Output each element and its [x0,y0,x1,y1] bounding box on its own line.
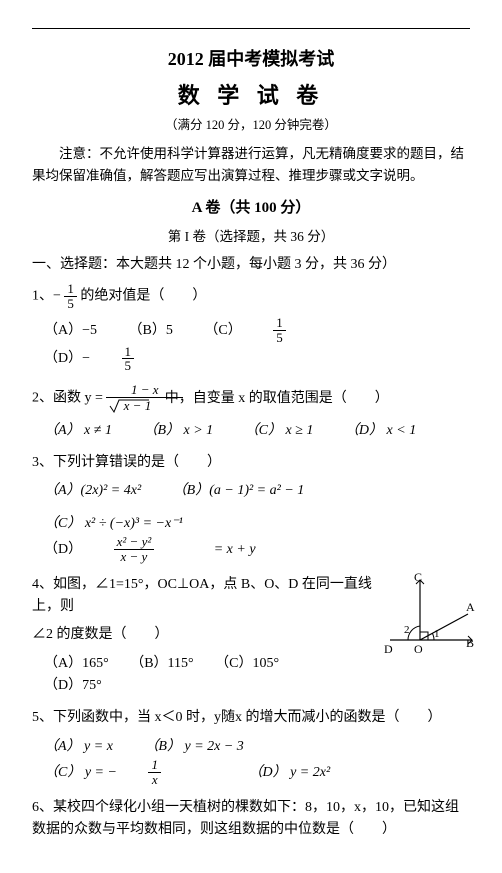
q4-stem-line1: 4、如图，∠1=15°，OC⊥OA，点 B、O、D 在同一直线上，则 [32,574,372,619]
q1-stem-post: 的绝对值是（ ） [80,289,206,304]
q3-opt-a: （A）(2x)² = 4x² [44,480,141,502]
q3-opt-b: （B）(a − 1)² = a² − 1 [173,480,305,502]
q5-opt-d: （D） y = 2x² [248,762,330,784]
q5-opt-c: （C） y = − 1 x [44,758,217,786]
exam-title-line1: 2012 届中考模拟考试 [32,45,470,74]
q3-opt-d: （D） x² − y² x − y = x + y [44,535,284,563]
exam-title-line2: 数 学 试 卷 [32,78,470,113]
q3-options-row1: （A）(2x)² = 4x² （B）(a − 1)² = a² − 1 [44,480,470,502]
q2-opt-d: （D） x < 1 [345,420,416,442]
exam-note: 注意：不允许使用科学计算器进行运算，凡无精确度要求的题目，结果均保留准确值，解答… [32,143,470,186]
part-i-heading: 一、选择题：本大题共 12 个小题，每小题 3 分，共 36 分） [32,254,470,276]
q5-opt-a: （A） y = x [44,736,113,758]
q5-stem: 5、下列函数中，当 x＜0 时，y随x 的增大而减小的函数是（ ） [32,707,470,729]
exam-subtitle: （满分 120 分，120 分钟完卷） [32,115,470,135]
q1-opt-d: （D）− 1 5 [44,345,190,373]
q4-opt-d: （D）75° [44,675,102,697]
q1-stem: 1、− 1 5 的绝对值是（ ） [32,282,470,310]
section-i-heading: 第 I 卷（选择题，共 36 分） [32,226,470,248]
q6-stem: 6、某校四个绿化小组一天植树的棵数如下：8，10，x，10，已知这组数据的众数与… [32,797,470,842]
q1-opt-b: （B）5 [129,320,173,342]
q4-options: （A）165° （B）115° （C）105° （D）75° [44,653,384,698]
q4-block: 4、如图，∠1=15°，OC⊥OA，点 B、O、D 在同一直线上，则 ∠2 的度… [32,574,470,698]
q3-opt-c: （C） x² ÷ (−x)³ = −x⁻¹ [44,513,183,535]
header-rule [32,28,470,29]
q1-stem-pre: 1、− [32,289,61,304]
q1-opt-c: （C） 1 5 [204,316,341,344]
q4-opt-a: （A）165° [44,653,109,675]
q2-opt-a: （A） x ≠ 1 [44,420,112,442]
q2-opt-c: （C） x ≥ 1 [245,420,314,442]
q4-stem-line2: ∠2 的度数是（ ） [32,624,372,646]
q5-options: （A） y = x （B） y = 2x − 3 （C） y = − 1 x （… [44,736,470,787]
q3-options-row2: （C） x² ÷ (−x)³ = −x⁻¹ （D） x² − y² x − y … [44,513,470,564]
q1-options: （A）−5 （B）5 （C） 1 5 （D）− 1 5 [44,316,470,373]
q5-opt-b: （B） y = 2x − 3 [144,736,243,758]
q4-opt-b: （B）115° [130,653,193,675]
q2-stem: 2、函数 y = 1 − x x − 1 中，自变量 x 的取值范围是（ ） [32,383,470,414]
q1-frac: 1 5 [64,282,77,310]
q2-options: （A） x ≠ 1 （B） x > 1 （C） x ≥ 1 （D） x < 1 [44,420,470,442]
q1-opt-a: （A）−5 [44,320,97,342]
q3-stem: 3、下列计算错误的是（ ） [32,452,470,474]
q2-opt-b: （B） x > 1 [143,420,213,442]
q4-figure: C A B O D 1 2 [384,574,476,666]
section-a-heading: A 卷（共 100 分） [32,196,470,220]
q4-opt-c: （C）105° [215,653,279,675]
